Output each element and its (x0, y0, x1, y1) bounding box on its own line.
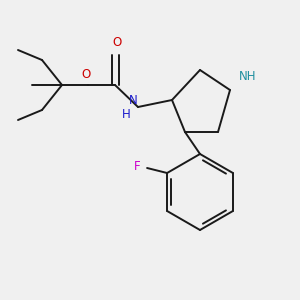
Text: O: O (81, 68, 91, 82)
Text: N: N (129, 94, 137, 107)
Text: O: O (112, 37, 122, 50)
Text: H: H (122, 107, 130, 121)
Text: NH: NH (239, 70, 257, 83)
Text: F: F (134, 160, 140, 173)
